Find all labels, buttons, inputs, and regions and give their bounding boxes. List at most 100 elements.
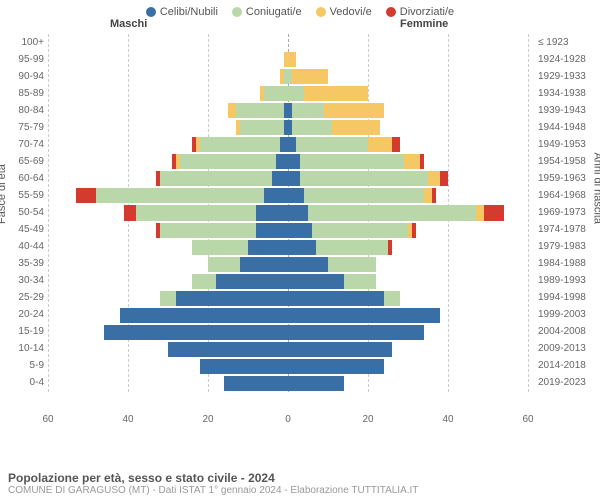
bar-segment [368,137,392,152]
age-tick: 35-39 [0,259,46,269]
bar-segment [344,274,376,289]
x-tick: 40 [122,414,133,425]
bar-segment [300,154,404,169]
male-bar [200,359,288,374]
bar-segment [288,359,384,374]
bar-segment [288,257,328,272]
age-tick: 60-64 [0,174,46,184]
age-tick: 45-49 [0,225,46,235]
x-tick: 20 [362,414,373,425]
bar-segment [288,274,344,289]
bar-segment [324,103,384,118]
bar-segment [264,188,288,203]
bar-segment [248,240,288,255]
bar-segment [420,154,424,169]
female-bar [288,171,448,186]
male-bar [280,69,288,84]
male-bar [224,376,288,391]
age-tick: 90-94 [0,72,46,82]
birth-tick: 1959-1963 [536,174,600,184]
bar-segment [296,137,368,152]
bar-segment [216,274,288,289]
age-tick: 50-54 [0,208,46,218]
pyramid-row [48,170,528,187]
birth-tick: 1939-1943 [536,106,600,116]
birth-tick: 1954-1958 [536,157,600,167]
female-bar [288,342,392,357]
legend-label: Celibi/Nubili [160,6,218,18]
age-tick: 55-59 [0,191,46,201]
bar-segment [240,120,284,135]
bar-segment [288,171,300,186]
legend-label: Divorziati/e [400,6,454,18]
bar-segment [288,188,304,203]
birth-tick: 1964-1968 [536,191,600,201]
pyramid-row [48,239,528,256]
x-tick: 0 [285,414,291,425]
age-tick: 100+ [0,38,46,48]
male-bar [168,342,288,357]
pyramid-row [48,307,528,324]
bar-segment [288,308,440,323]
bar-segment [440,171,448,186]
age-tick: 65-69 [0,157,46,167]
bar-segment [288,291,384,306]
bar-segment [236,103,284,118]
bar-segment [288,154,300,169]
bar-segment [256,205,288,220]
pyramid-row [48,341,528,358]
chart-footer: Popolazione per età, sesso e stato civil… [8,471,592,496]
bar-segment [120,308,288,323]
female-bar [288,257,376,272]
x-tick: 40 [442,414,453,425]
header-male: Maschi [110,18,147,30]
age-tick: 80-84 [0,106,46,116]
pyramid-row [48,102,528,119]
pyramid-row [48,204,528,221]
bar-segment [424,188,432,203]
legend: Celibi/NubiliConiugati/eVedovi/eDivorzia… [0,0,600,18]
chart-area: Fasce di età Anni di nascita 100+95-9990… [0,34,600,434]
bar-segment [160,291,176,306]
age-tick: 10-14 [0,344,46,354]
bar-segment [288,223,312,238]
pyramid-row [48,187,528,204]
pyramid-chart [48,34,528,414]
x-tick: 60 [522,414,533,425]
male-bar [208,257,288,272]
birth-tick: 1984-1988 [536,259,600,269]
footer-title: Popolazione per età, sesso e stato civil… [8,471,592,485]
bar-segment [180,154,276,169]
pyramid-row [48,324,528,341]
bar-segment [304,188,424,203]
pyramid-row [48,51,528,68]
bar-segment [476,205,484,220]
pyramid-row [48,290,528,307]
bar-segment [288,205,308,220]
female-bar [288,120,380,135]
bar-segment [192,274,216,289]
age-tick: 25-29 [0,293,46,303]
bar-segment [124,205,136,220]
birth-tick: 1934-1938 [536,89,600,99]
birth-tick: 1949-1953 [536,140,600,150]
birth-tick: 2009-2013 [536,344,600,354]
bar-segment [272,171,288,186]
male-bar [172,154,288,169]
pyramid-row [48,68,528,85]
bar-segment [160,171,272,186]
legend-label: Vedovi/e [330,6,372,18]
female-bar [288,52,296,67]
bar-segment [176,291,288,306]
bar-segment [288,376,344,391]
pyramid-row [48,34,528,51]
age-tick: 40-44 [0,242,46,252]
pyramid-row [48,256,528,273]
bar-segment [304,86,368,101]
birth-tick: ≤ 1923 [536,38,600,48]
bar-segment [432,188,436,203]
age-tick: 95-99 [0,55,46,65]
legend-swatch [232,7,242,17]
bar-segment [288,342,392,357]
bar-segment [224,376,288,391]
